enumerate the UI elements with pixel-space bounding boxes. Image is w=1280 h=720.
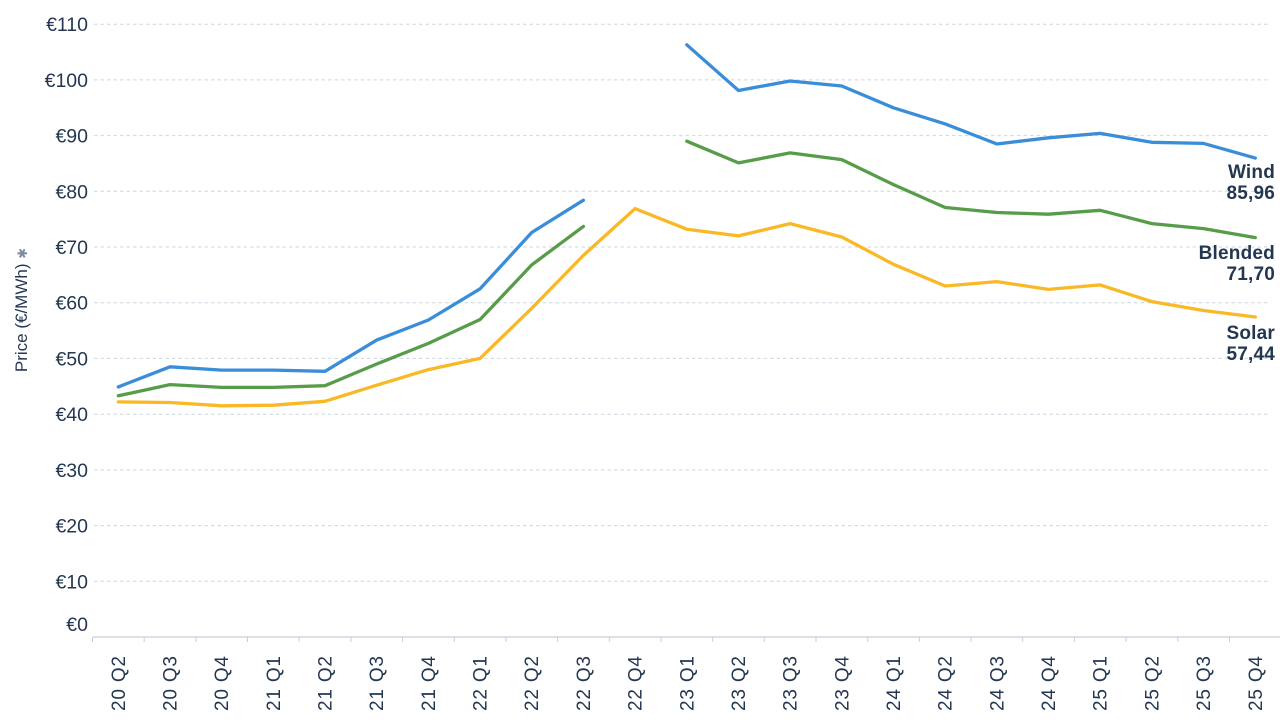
x-tick-label: 23 Q2 bbox=[729, 655, 750, 711]
series-line-blended bbox=[685, 139, 1257, 240]
x-tick-label: 22 Q1 bbox=[471, 655, 492, 711]
y-tick-label: €50 bbox=[55, 348, 88, 370]
footnote-star-icon: ✱ bbox=[15, 248, 30, 259]
x-tick-label: 21 Q2 bbox=[316, 655, 337, 711]
x-tick-label: 25 Q4 bbox=[1246, 655, 1267, 711]
series-line-solar bbox=[116, 206, 1257, 408]
series-name-blended: Blended bbox=[1198, 243, 1275, 264]
x-tick-label: 22 Q3 bbox=[574, 655, 595, 711]
x-tick-label: 23 Q3 bbox=[781, 655, 802, 711]
x-tick-label: 22 Q4 bbox=[626, 655, 647, 711]
y-tick-label: €80 bbox=[55, 181, 88, 203]
y-tick-label: €10 bbox=[55, 571, 88, 593]
y-tick-label: €100 bbox=[45, 70, 89, 92]
y-axis-title: Price (€/MWh) ✱ bbox=[12, 248, 31, 372]
x-tick-label: 22 Q2 bbox=[522, 655, 543, 711]
y-tick-label: €40 bbox=[55, 404, 88, 426]
series-line-wind bbox=[685, 43, 1257, 160]
series-value-blended: 71,70 bbox=[1226, 264, 1275, 285]
x-tick-label: 25 Q1 bbox=[1091, 655, 1112, 711]
series-value-solar: 57,44 bbox=[1226, 344, 1275, 365]
series-end-label-solar: Solar 57,44 bbox=[1226, 323, 1275, 365]
y-tick-label: €20 bbox=[55, 516, 88, 538]
x-tick-label: 20 Q3 bbox=[161, 655, 182, 711]
x-tick-label: 25 Q2 bbox=[1142, 655, 1163, 711]
x-tick-label: 21 Q4 bbox=[419, 655, 440, 711]
x-tick-label: 23 Q4 bbox=[832, 655, 853, 711]
series-line-blended bbox=[116, 224, 586, 398]
x-tick-label: 24 Q2 bbox=[936, 655, 957, 711]
x-tick-label: 20 Q4 bbox=[212, 655, 233, 711]
series-value-wind: 85,96 bbox=[1226, 183, 1275, 204]
x-tick-label: 20 Q2 bbox=[109, 655, 130, 711]
x-tick-label: 21 Q1 bbox=[264, 655, 285, 711]
y-tick-label: €0 bbox=[66, 614, 88, 636]
x-tick-label: 24 Q4 bbox=[1039, 655, 1060, 711]
series-line-wind bbox=[116, 198, 586, 389]
x-tick-label: 25 Q3 bbox=[1194, 655, 1215, 711]
x-tick-label: 24 Q1 bbox=[884, 655, 905, 711]
series-name-solar: Solar bbox=[1226, 323, 1275, 344]
y-tick-label: €70 bbox=[55, 237, 88, 259]
series-end-label-blended: Blended 71,70 bbox=[1199, 243, 1275, 285]
x-tick-label: 21 Q3 bbox=[367, 655, 388, 711]
y-tick-label: €90 bbox=[55, 126, 88, 148]
series-end-label-wind: Wind 85,96 bbox=[1226, 162, 1275, 204]
series-name-wind: Wind bbox=[1227, 162, 1275, 183]
x-tick-label: 24 Q3 bbox=[987, 655, 1008, 711]
y-tick-label: €30 bbox=[55, 460, 88, 482]
y-tick-label: €60 bbox=[55, 293, 88, 315]
y-tick-label: €110 bbox=[46, 14, 88, 36]
x-tick-label: 23 Q1 bbox=[677, 655, 698, 711]
